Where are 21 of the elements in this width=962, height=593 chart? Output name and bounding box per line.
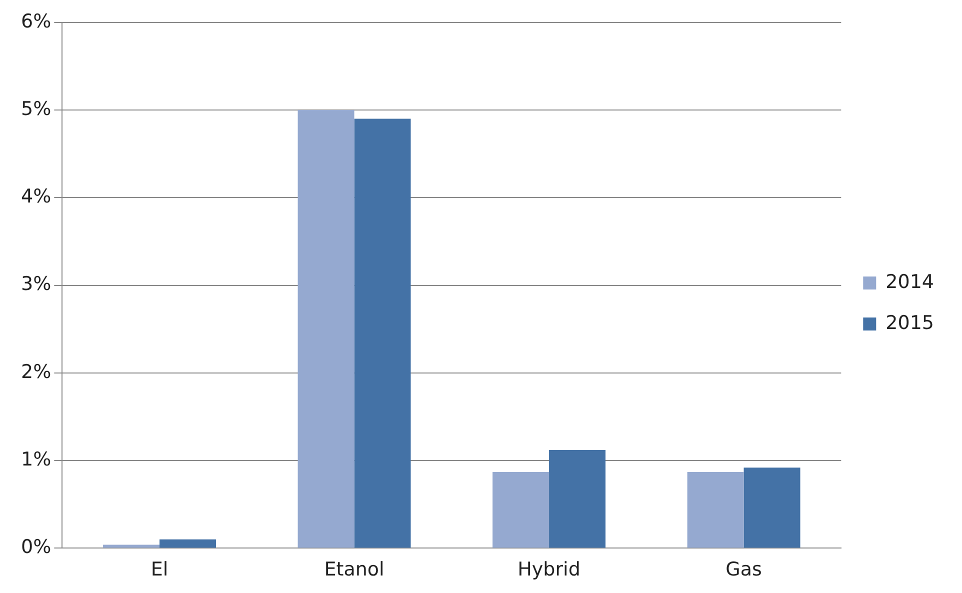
bar <box>549 450 606 548</box>
bar <box>744 468 800 548</box>
y-tick-label: 6% <box>20 10 52 32</box>
y-tick-label: 1% <box>20 448 52 471</box>
x-tick-label: El <box>150 558 168 581</box>
bar <box>492 472 550 548</box>
y-tick-label: 5% <box>20 98 52 120</box>
x-tick-label: Gas <box>726 558 762 581</box>
bar <box>298 110 354 548</box>
bar <box>354 118 411 548</box>
y-tick-label: 2% <box>20 360 52 383</box>
bar <box>160 539 216 548</box>
x-tick-label: Hybrid <box>518 558 580 581</box>
legend-label: 2015 <box>886 312 934 334</box>
x-tick-label: Etanol <box>324 558 384 581</box>
bar <box>687 472 744 548</box>
y-tick-label: 0% <box>20 536 52 558</box>
bar <box>103 544 160 548</box>
y-tick-label: 3% <box>20 273 52 296</box>
y-tick-label: 4% <box>20 186 52 208</box>
legend-label: 2014 <box>886 270 934 293</box>
